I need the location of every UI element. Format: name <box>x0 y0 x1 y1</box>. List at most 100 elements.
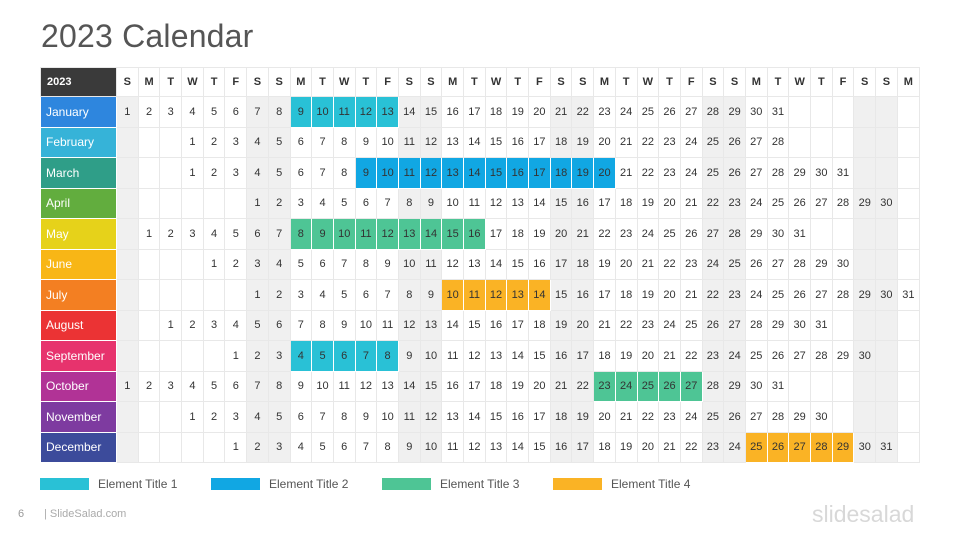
highlighted-day-cell: 16 <box>463 218 486 250</box>
weekday-header: T <box>202 67 226 97</box>
empty-cell <box>831 401 855 433</box>
highlighted-day-cell: 28 <box>810 431 833 463</box>
empty-cell <box>137 157 161 189</box>
day-cell: 16 <box>549 431 573 463</box>
day-cell: 21 <box>614 126 638 158</box>
empty-cell <box>137 248 161 280</box>
day-cell: 15 <box>484 126 508 158</box>
day-cell: 1 <box>181 401 204 433</box>
weekday-header: T <box>463 67 486 97</box>
day-cell: 8 <box>332 157 356 189</box>
empty-cell <box>896 401 921 433</box>
day-cell: 19 <box>593 248 616 280</box>
day-cell: 14 <box>441 309 464 341</box>
day-cell: 6 <box>289 157 313 189</box>
empty-cell <box>875 309 898 341</box>
day-cell: 26 <box>658 96 681 128</box>
day-cell: 13 <box>441 126 464 158</box>
highlighted-day-cell: 13 <box>441 157 464 189</box>
weekday-header: T <box>506 67 530 97</box>
day-cell: 24 <box>636 218 660 250</box>
day-cell: 23 <box>593 96 616 128</box>
day-cell: 21 <box>636 248 660 280</box>
highlighted-day-cell: 9 <box>354 157 378 189</box>
day-cell: 3 <box>224 126 248 158</box>
weekday-header: F <box>831 67 855 97</box>
day-cell: 13 <box>441 401 464 433</box>
day-cell: 13 <box>484 431 508 463</box>
day-cell: 24 <box>658 309 681 341</box>
highlighted-day-cell: 26 <box>766 431 790 463</box>
highlighted-day-cell: 25 <box>744 431 768 463</box>
day-cell: 22 <box>571 96 595 128</box>
day-cell: 1 <box>137 218 161 250</box>
day-cell: 14 <box>463 126 486 158</box>
highlighted-day-cell: 11 <box>332 96 356 128</box>
day-cell: 22 <box>571 370 595 402</box>
month-row: December 1 2 3 4 5 6 7 8 9 10 11 12 13 14 15 16 17 18 19 20 2… <box>40 431 921 463</box>
day-cell: 3 <box>224 401 248 433</box>
day-cell: 29 <box>810 248 833 280</box>
empty-cell <box>202 340 226 372</box>
day-cell: 25 <box>766 187 790 219</box>
day-cell: 26 <box>788 187 811 219</box>
day-cell: 5 <box>267 126 291 158</box>
day-cell: 3 <box>246 248 269 280</box>
day-cell: 24 <box>723 340 746 372</box>
day-cell: 17 <box>593 279 616 311</box>
day-cell: 29 <box>723 370 746 402</box>
empty-cell <box>137 187 161 219</box>
day-cell: 6 <box>289 126 313 158</box>
day-cell: 13 <box>484 340 508 372</box>
day-cell: 5 <box>267 157 291 189</box>
empty-cell <box>810 218 833 250</box>
highlighted-day-cell: 12 <box>354 96 378 128</box>
highlighted-day-cell: 13 <box>397 218 421 250</box>
highlighted-day-cell: 18 <box>549 157 573 189</box>
day-cell: 2 <box>267 279 291 311</box>
highlighted-day-cell: 26 <box>658 370 681 402</box>
day-cell: 25 <box>658 218 681 250</box>
empty-cell <box>116 279 139 311</box>
day-cell: 12 <box>484 187 508 219</box>
legend-label: Element Title 4 <box>611 477 691 491</box>
day-cell: 5 <box>311 431 334 463</box>
page-number: 6 <box>18 508 25 520</box>
day-cell: 21 <box>593 309 616 341</box>
day-cell: 5 <box>289 248 313 280</box>
day-cell: 17 <box>593 187 616 219</box>
highlighted-day-cell: 27 <box>679 370 703 402</box>
day-cell: 11 <box>397 126 421 158</box>
day-cell: 19 <box>506 370 530 402</box>
day-cell: 20 <box>549 218 573 250</box>
day-cell: 30 <box>744 96 768 128</box>
day-cell: 2 <box>202 126 226 158</box>
day-cell: 29 <box>853 187 877 219</box>
day-cell: 11 <box>397 401 421 433</box>
day-cell: 12 <box>397 309 421 341</box>
highlighted-day-cell: 5 <box>311 340 334 372</box>
day-cell: 27 <box>744 157 768 189</box>
weekday-header: F <box>679 67 703 97</box>
empty-cell <box>831 126 855 158</box>
day-cell: 28 <box>766 157 790 189</box>
empty-cell <box>875 340 898 372</box>
day-cell: 19 <box>571 401 595 433</box>
day-cell: 26 <box>766 340 790 372</box>
day-cell: 6 <box>267 309 291 341</box>
day-cell: 21 <box>614 157 638 189</box>
page-title: 2023 Calendar <box>41 18 254 54</box>
day-cell: 16 <box>506 401 530 433</box>
day-cell: 14 <box>397 96 421 128</box>
day-cell: 19 <box>636 279 660 311</box>
weekday-header: W <box>788 67 811 97</box>
day-cell: 3 <box>289 187 313 219</box>
month-row: May 1 2 3 4 5 6 7 8 9 10 11 12 13 14 15 16 17 18 19 20 21 22 23… <box>40 218 921 250</box>
legend-label: Element Title 2 <box>269 477 349 491</box>
weekday-header: S <box>549 67 573 97</box>
day-cell: 31 <box>766 370 790 402</box>
day-cell: 14 <box>484 248 508 280</box>
day-cell: 30 <box>875 279 898 311</box>
weekday-header: T <box>766 67 790 97</box>
day-cell: 22 <box>679 340 703 372</box>
